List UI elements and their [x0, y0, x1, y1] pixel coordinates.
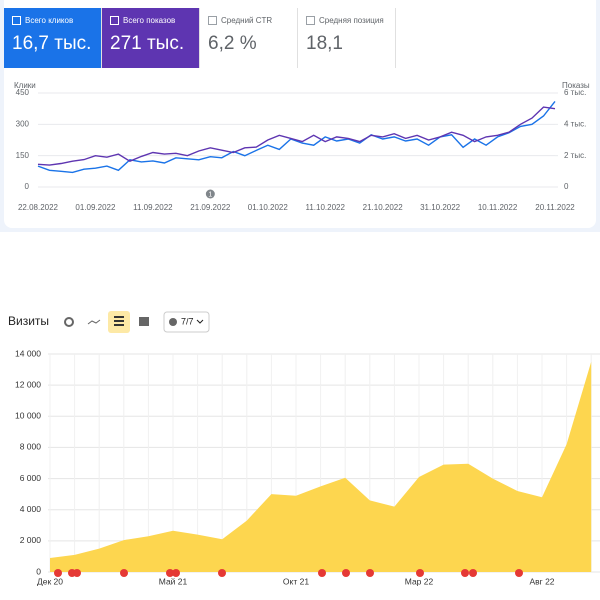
metric-card[interactable]: Всего показов 271 тыс.: [102, 8, 200, 68]
x-tick-label: 21.10.2022: [363, 203, 404, 212]
metric-value: 16,7 тыс.: [12, 33, 92, 55]
event-marker[interactable]: [342, 569, 350, 577]
y-tick-label: 0: [36, 566, 41, 576]
y-tick-label: 10 000: [15, 411, 41, 421]
filter-label: 7/7: [181, 316, 194, 326]
event-marker[interactable]: [218, 569, 226, 577]
metric-card[interactable]: Всего кликов 16,7 тыс.: [4, 8, 102, 68]
metric-card[interactable]: Средний CTR 6,2 %: [200, 8, 298, 68]
y2-tick-label: 4 тыс.: [564, 119, 586, 128]
event-marker[interactable]: [461, 569, 469, 577]
x-tick-label: 22.08.2022: [18, 203, 59, 212]
icon-pie[interactable]: [64, 317, 74, 327]
y2-axis-title: Показы: [562, 81, 590, 90]
event-marker[interactable]: [172, 569, 180, 577]
y2-tick-label: 2 тыс.: [564, 151, 586, 160]
y-tick-label: 6 000: [20, 473, 42, 483]
metric-label: Средняя позиция: [319, 16, 384, 25]
x-tick-label: Окт 21: [283, 576, 309, 586]
annotation-text: 1: [208, 191, 212, 198]
icon-area: [114, 316, 124, 326]
series-line: [37, 106, 556, 166]
checkbox[interactable]: [110, 16, 119, 26]
series-line: [37, 100, 556, 174]
checkbox[interactable]: [306, 16, 315, 26]
event-marker[interactable]: [120, 569, 128, 577]
metric-label: Всего кликов: [25, 16, 74, 25]
y-tick-label: 450: [16, 88, 30, 97]
y-tick-label: 0: [25, 182, 30, 191]
metric-label: Всего показов: [123, 16, 176, 25]
filter-caret: [196, 319, 204, 324]
x-tick-label: 21.09.2022: [190, 203, 231, 212]
x-tick-label: 10.11.2022: [478, 203, 518, 212]
x-tick-label: 20.11.2022: [535, 203, 575, 212]
y-tick-label: 12 000: [15, 379, 41, 389]
icon-table[interactable]: [139, 317, 149, 326]
y-tick-label: 300: [16, 119, 30, 128]
event-marker[interactable]: [318, 569, 326, 577]
event-marker[interactable]: [366, 569, 374, 577]
filter-button[interactable]: [163, 311, 210, 333]
chart-title: Визиты: [8, 314, 49, 328]
metric-value: 18,1: [306, 33, 343, 55]
x-tick-label: 11.10.2022: [305, 203, 345, 212]
y2-tick-label: 6 тыс.: [564, 88, 586, 97]
y-tick-label: 8 000: [20, 442, 42, 452]
x-tick-label: 01.10.2022: [248, 203, 289, 212]
metric-value: 271 тыс.: [110, 33, 185, 55]
event-marker[interactable]: [73, 569, 81, 577]
area: [50, 361, 592, 572]
event-marker[interactable]: [416, 569, 424, 577]
y2-tick-label: 0: [564, 182, 569, 191]
checkbox[interactable]: [12, 16, 21, 26]
x-tick-label: 01.09.2022: [75, 203, 116, 212]
checkbox[interactable]: [208, 16, 217, 26]
event-marker[interactable]: [469, 569, 477, 577]
metric-label: Средний CTR: [221, 16, 273, 25]
x-tick-label: Авг 22: [529, 576, 554, 586]
y-tick-label: 14 000: [15, 348, 41, 358]
x-tick-label: Дек 20: [37, 576, 63, 586]
y-tick-label: 150: [16, 151, 30, 160]
metric-card[interactable]: Средняя позиция 18,1: [298, 8, 396, 68]
event-marker[interactable]: [515, 569, 523, 577]
y-axis-title: Клики: [14, 81, 36, 90]
event-marker[interactable]: [54, 569, 62, 577]
annotation-marker: [205, 189, 215, 199]
metric-value: 6,2 %: [208, 33, 257, 55]
x-tick-label: 31.10.2022: [420, 203, 461, 212]
x-tick-label: 11.09.2022: [133, 203, 173, 212]
event-marker[interactable]: [166, 569, 174, 577]
icon-line[interactable]: [87, 319, 101, 325]
y-tick-label: 2 000: [20, 535, 42, 545]
filter-icon: [169, 318, 177, 326]
x-tick-label: Мар 22: [405, 576, 434, 586]
y-tick-label: 4 000: [20, 504, 42, 514]
x-tick-label: Май 21: [159, 576, 188, 586]
